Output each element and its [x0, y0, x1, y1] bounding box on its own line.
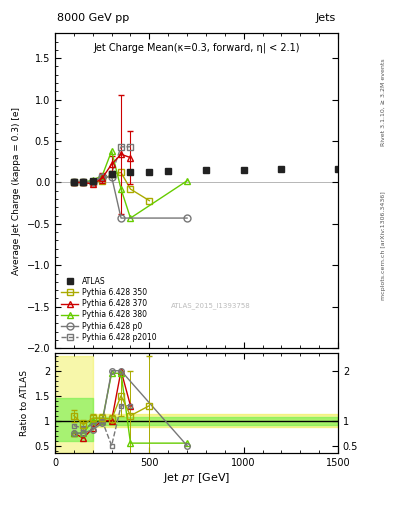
Y-axis label: Ratio to ATLAS: Ratio to ATLAS: [20, 370, 29, 436]
Text: 8000 GeV pp: 8000 GeV pp: [57, 13, 129, 23]
Text: Jets: Jets: [316, 13, 336, 23]
X-axis label: Jet $p_T$ [GeV]: Jet $p_T$ [GeV]: [163, 471, 230, 485]
Text: mcplots.cern.ch [arXiv:1306.3436]: mcplots.cern.ch [arXiv:1306.3436]: [381, 191, 386, 300]
Y-axis label: Average Jet Charge (kappa = 0.3) [e]: Average Jet Charge (kappa = 0.3) [e]: [12, 106, 21, 275]
Text: Jet Charge Mean(κ=0.3, forward, η| < 2.1): Jet Charge Mean(κ=0.3, forward, η| < 2.1…: [93, 42, 300, 53]
Text: Rivet 3.1.10, ≥ 3.2M events: Rivet 3.1.10, ≥ 3.2M events: [381, 58, 386, 146]
Text: ATLAS_2015_I1393758: ATLAS_2015_I1393758: [171, 302, 250, 309]
Legend: ATLAS, Pythia 6.428 350, Pythia 6.428 370, Pythia 6.428 380, Pythia 6.428 p0, Py: ATLAS, Pythia 6.428 350, Pythia 6.428 37…: [59, 274, 159, 345]
